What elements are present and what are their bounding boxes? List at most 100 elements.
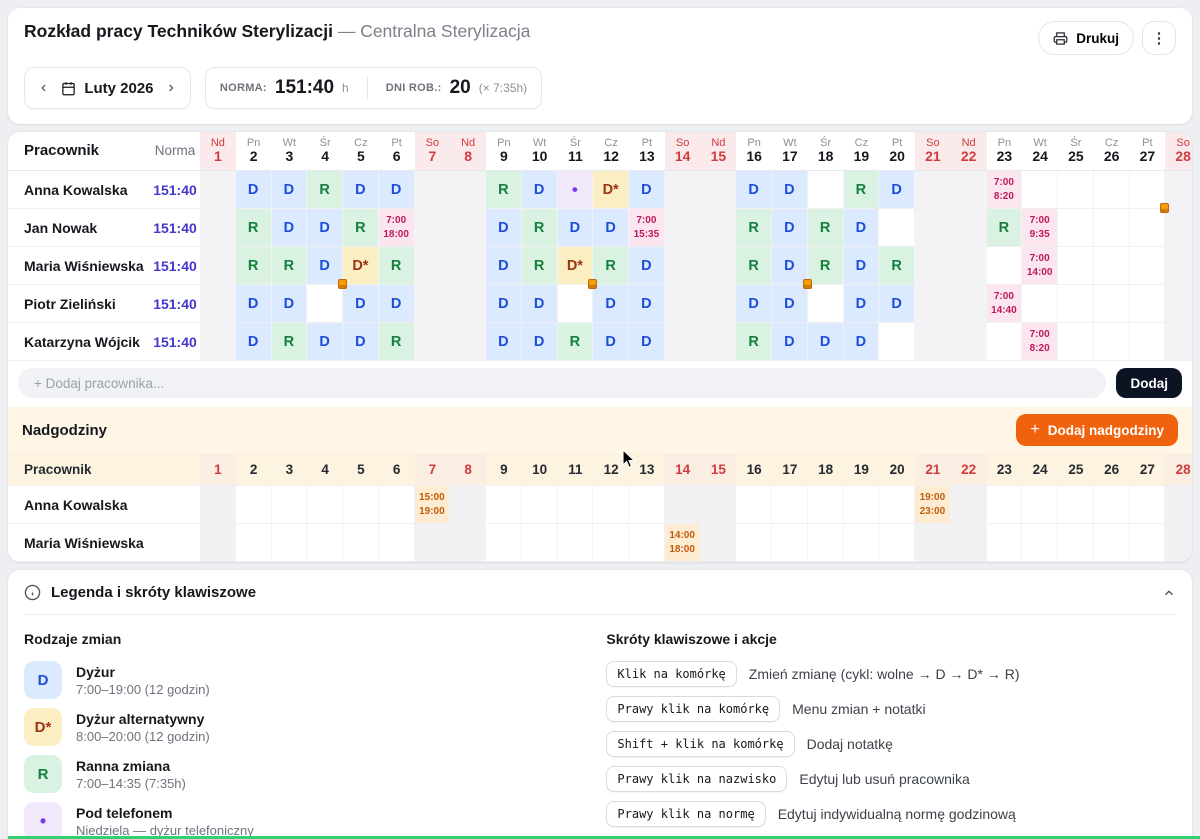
shift-cell[interactable] bbox=[1058, 209, 1094, 247]
shift-cell[interactable] bbox=[700, 171, 737, 209]
shift-cell[interactable]: R bbox=[736, 209, 772, 247]
shift-cell[interactable] bbox=[915, 323, 951, 361]
shift-cell[interactable] bbox=[986, 323, 1023, 361]
overtime-cell[interactable] bbox=[450, 524, 486, 562]
shift-cell[interactable] bbox=[1129, 209, 1166, 247]
shift-cell[interactable]: D bbox=[307, 209, 343, 247]
shift-cell[interactable] bbox=[200, 209, 236, 247]
shift-cell[interactable] bbox=[1165, 323, 1192, 361]
shift-cell[interactable] bbox=[915, 285, 951, 323]
shift-cell[interactable]: R bbox=[521, 247, 558, 285]
shift-cell[interactable]: D bbox=[486, 323, 522, 361]
overtime-cell[interactable]: 15:00 19:00 bbox=[414, 486, 451, 524]
overtime-cell[interactable] bbox=[235, 524, 272, 562]
shift-cell[interactable]: D bbox=[772, 285, 808, 323]
shift-cell[interactable]: R bbox=[736, 247, 772, 285]
shift-cell[interactable]: D bbox=[271, 171, 308, 209]
shift-cell[interactable] bbox=[450, 247, 486, 285]
shift-cell[interactable] bbox=[1022, 171, 1058, 209]
overtime-cell[interactable] bbox=[1129, 524, 1166, 562]
overtime-cell[interactable] bbox=[843, 524, 880, 562]
overtime-cell[interactable] bbox=[271, 524, 308, 562]
overtime-cell[interactable] bbox=[950, 524, 987, 562]
shift-cell[interactable]: R bbox=[593, 247, 629, 285]
shift-cell[interactable] bbox=[450, 209, 486, 247]
shift-cell[interactable] bbox=[1058, 285, 1094, 323]
shift-cell[interactable]: D* bbox=[557, 247, 598, 289]
shift-cell[interactable]: D bbox=[521, 285, 558, 323]
employee-norma[interactable]: 151:40 bbox=[150, 171, 200, 209]
overtime-cell[interactable] bbox=[736, 486, 772, 524]
add-employee-button[interactable]: Dodaj bbox=[1116, 368, 1182, 398]
shift-cell[interactable] bbox=[1058, 323, 1094, 361]
overtime-cell[interactable] bbox=[271, 486, 308, 524]
shift-cell[interactable]: R bbox=[378, 247, 415, 285]
shift-cell[interactable] bbox=[200, 171, 236, 209]
overtime-cell[interactable] bbox=[593, 524, 629, 562]
shift-cell[interactable] bbox=[950, 323, 987, 361]
shift-cell[interactable] bbox=[200, 323, 236, 361]
shift-cell[interactable]: D bbox=[378, 285, 415, 323]
shift-cell[interactable]: R bbox=[986, 209, 1023, 247]
shift-cell[interactable]: D bbox=[843, 247, 880, 285]
shift-cell[interactable] bbox=[1058, 171, 1094, 209]
shift-cell[interactable]: 7:00 15:35 bbox=[629, 209, 665, 247]
shift-cell[interactable]: D bbox=[772, 247, 812, 289]
shift-cell[interactable]: R bbox=[378, 323, 415, 361]
shift-cell[interactable] bbox=[915, 209, 951, 247]
shift-cell[interactable]: D bbox=[593, 209, 629, 247]
overtime-cell[interactable] bbox=[414, 524, 451, 562]
shift-cell[interactable]: D bbox=[557, 209, 594, 247]
shift-cell[interactable]: D bbox=[343, 171, 379, 209]
shift-cell[interactable] bbox=[807, 171, 844, 209]
employee-norma[interactable]: 151:40 bbox=[150, 247, 200, 285]
shift-cell[interactable]: 7:00 18:00 bbox=[378, 209, 415, 247]
shift-cell[interactable] bbox=[414, 323, 451, 361]
shift-cell[interactable] bbox=[200, 285, 236, 323]
shift-cell[interactable]: R bbox=[271, 247, 308, 285]
shift-cell[interactable]: D bbox=[736, 285, 772, 323]
shift-cell[interactable] bbox=[1165, 171, 1192, 209]
shift-cell[interactable] bbox=[1129, 285, 1166, 323]
shift-cell[interactable] bbox=[1129, 247, 1166, 285]
shift-cell[interactable]: 7:00 8:20 bbox=[986, 171, 1023, 209]
shift-cell[interactable]: D bbox=[235, 285, 272, 323]
shift-cell[interactable]: D bbox=[843, 285, 880, 323]
overtime-cell[interactable] bbox=[700, 486, 737, 524]
shift-cell[interactable]: R bbox=[736, 323, 772, 361]
shift-cell[interactable]: D bbox=[843, 323, 880, 361]
overtime-cell[interactable] bbox=[736, 524, 772, 562]
overtime-cell[interactable] bbox=[307, 524, 343, 562]
shift-cell[interactable] bbox=[1093, 323, 1130, 361]
shift-cell[interactable] bbox=[1129, 323, 1166, 361]
shift-cell[interactable]: D bbox=[271, 209, 308, 247]
shift-cell[interactable]: D bbox=[629, 285, 665, 323]
shift-cell[interactable]: D* bbox=[593, 171, 629, 209]
overtime-cell[interactable] bbox=[1093, 524, 1130, 562]
overtime-cell[interactable] bbox=[986, 524, 1023, 562]
overtime-cell[interactable] bbox=[1165, 486, 1192, 524]
employee-name[interactable]: Katarzyna Wójcik bbox=[8, 323, 150, 361]
shift-cell[interactable] bbox=[664, 209, 701, 247]
employee-norma[interactable]: 151:40 bbox=[150, 209, 200, 247]
employee-norma[interactable]: 151:40 bbox=[150, 285, 200, 323]
shift-cell[interactable]: D bbox=[772, 171, 808, 209]
shift-cell[interactable] bbox=[1093, 285, 1130, 323]
overtime-cell[interactable] bbox=[879, 486, 915, 524]
overtime-cell[interactable] bbox=[1058, 524, 1094, 562]
shift-cell[interactable] bbox=[557, 285, 594, 323]
shift-cell[interactable] bbox=[879, 209, 915, 247]
shift-cell[interactable]: D bbox=[521, 171, 558, 209]
overtime-cell[interactable] bbox=[557, 524, 594, 562]
add-employee-input[interactable] bbox=[18, 368, 1107, 398]
shift-cell[interactable] bbox=[450, 323, 486, 361]
overtime-cell[interactable] bbox=[843, 486, 880, 524]
shift-cell[interactable]: D bbox=[307, 323, 343, 361]
shift-cell[interactable]: D bbox=[486, 209, 522, 247]
overtime-cell[interactable] bbox=[664, 486, 701, 524]
overtime-cell[interactable] bbox=[629, 524, 665, 562]
employee-norma[interactable]: 151:40 bbox=[150, 323, 200, 361]
shift-cell[interactable] bbox=[879, 323, 915, 361]
overtime-cell[interactable] bbox=[450, 486, 486, 524]
shift-cell[interactable] bbox=[414, 285, 451, 323]
